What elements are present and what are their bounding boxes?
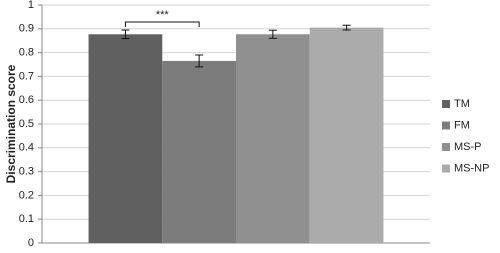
y-tick-label: 0.5 [19, 118, 34, 130]
y-tick-label: 0.8 [19, 47, 34, 59]
y-tick-label: 0.9 [19, 23, 34, 35]
y-tick-label: 0 [28, 237, 34, 248]
y-tick-label: 0.1 [19, 213, 34, 225]
y-tick-label: 0.7 [19, 70, 34, 82]
bar [162, 60, 236, 244]
legend-label: TM [454, 98, 470, 110]
legend-swatch [442, 121, 450, 130]
error-bar [268, 29, 277, 39]
legend-label: MS-P [454, 141, 482, 153]
legend-swatch [442, 100, 450, 108]
error-bar [121, 29, 130, 40]
bar [309, 27, 384, 243]
bar [88, 34, 163, 243]
y-tick-label: 0.4 [19, 142, 34, 154]
legend-swatch [442, 143, 450, 151]
significance-bracket [124, 21, 200, 27]
error-bar [195, 54, 204, 68]
legend-swatch [442, 164, 450, 173]
annotation: *** [156, 9, 170, 21]
bar [236, 34, 310, 243]
legend-label: MS-NP [454, 162, 489, 174]
y-tick-label: 0.2 [19, 189, 34, 201]
y-tick-label: 1 [28, 0, 34, 11]
y-axis-label: Discrimination score [4, 64, 18, 183]
error-bar [342, 24, 351, 31]
y-tick-label: 0.6 [19, 94, 34, 106]
y-tick-label: 0.3 [19, 166, 34, 178]
legend-label: FM [454, 119, 470, 131]
